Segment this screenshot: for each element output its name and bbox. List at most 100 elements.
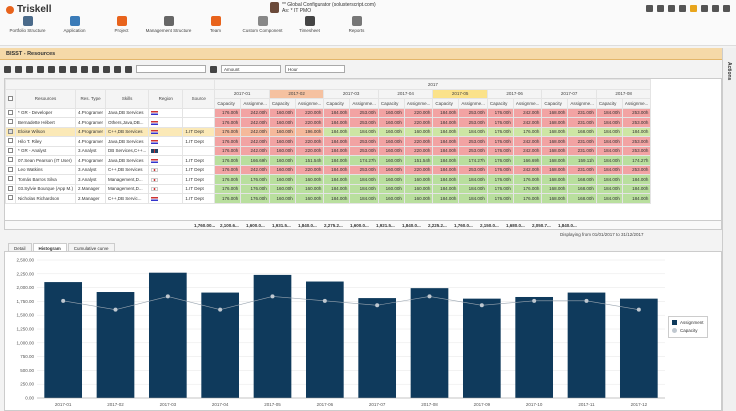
hours-cell[interactable]: 168.00h [541,145,569,156]
hours-cell[interactable]: 184.00h [595,136,623,147]
hours-cell[interactable]: 253.00h [458,117,488,128]
hours-cell[interactable]: 184.00h [323,193,351,204]
hours-cell[interactable]: 184.00h [595,174,623,185]
table-icon[interactable] [37,65,44,73]
row-checkbox[interactable] [5,155,16,166]
col-resources[interactable]: Resources [14,88,77,109]
hours-cell[interactable]: 160.00h [403,126,434,137]
notification-icon[interactable] [690,5,697,12]
hours-cell[interactable]: 184.00h [323,126,351,137]
hours-cell[interactable]: 160.00h [377,145,405,156]
hours-cell[interactable]: 253.00h [349,145,379,156]
delete-icon[interactable] [15,65,22,73]
nav-item-application[interactable]: Application [51,16,98,44]
export-icon[interactable] [92,65,99,73]
hours-cell[interactable]: 176.00h [486,107,514,118]
hours-cell[interactable]: 160.00h [403,183,434,194]
hours-cell[interactable]: 220.00h [294,145,325,156]
hours-cell[interactable]: 168.00h [541,164,569,175]
hours-cell[interactable]: 176.00h [486,193,514,204]
hours-cell[interactable]: 253.00h [621,117,652,128]
hours-cell[interactable]: 160.00h [294,183,325,194]
hours-cell[interactable]: 176.00h [240,193,270,204]
hours-cell[interactable]: 160.00h [268,193,296,204]
hours-cell[interactable]: 184.00h [595,117,623,128]
hours-cell[interactable]: 176.00h [486,117,514,128]
table-row[interactable]: * GR - Developer 4.Programer Java,DB Servi… [5,107,652,118]
hours-cell[interactable]: 184.00h [349,193,379,204]
row-checkbox[interactable] [5,183,16,194]
hours-cell[interactable]: 184.00h [432,117,460,128]
hours-cell[interactable]: 220.00h [403,136,434,147]
select-all-checkbox[interactable] [5,88,16,109]
col-skills[interactable]: Skills [105,88,150,109]
hours-cell[interactable]: 196.00h [294,126,325,137]
hours-cell[interactable]: 184.00h [432,174,460,185]
hours-cell[interactable]: 242.00h [240,126,270,137]
hours-cell[interactable]: 176.00h [214,145,242,156]
hours-cell[interactable]: 184.00h [595,183,623,194]
hours-cell[interactable]: 184.00h [458,183,488,194]
hours-cell[interactable]: 176.00h [486,155,514,166]
hours-cell[interactable]: 176.00h [214,183,242,194]
hours-cell[interactable]: 184.00h [458,174,488,185]
hours-cell[interactable]: 231.00h [567,107,597,118]
hours-cell[interactable]: 184.00h [595,193,623,204]
table-row[interactable]: Nicholas Richardson 2.Manager C++,DB Servi… [5,193,652,204]
month-header[interactable]: 2017-02 [268,88,325,99]
hours-cell[interactable]: 176.00h [512,126,543,137]
hours-cell[interactable]: 168.00h [541,174,569,185]
hours-cell[interactable]: 184.00h [432,164,460,175]
hours-cell[interactable]: 166.69h [240,155,270,166]
hours-cell[interactable]: 184.00h [621,193,652,204]
nav-item-portfolio[interactable]: Portfolio Structure [4,16,51,44]
hours-cell[interactable]: 184.00h [458,126,488,137]
hours-cell[interactable]: 176.00h [214,155,242,166]
nav-item-team[interactable]: Team [192,16,239,44]
hours-cell[interactable]: 253.00h [349,164,379,175]
hours-cell[interactable]: 220.00h [294,107,325,118]
hours-cell[interactable]: 231.00h [567,145,597,156]
hours-cell[interactable]: 184.00h [349,126,379,137]
arrow-right-icon[interactable] [81,65,88,73]
hours-cell[interactable]: 184.00h [621,174,652,185]
hours-cell[interactable]: 242.00h [512,136,543,147]
hours-cell[interactable]: 242.00h [240,136,270,147]
help-icon[interactable] [712,5,719,12]
hours-cell[interactable]: 184.00h [432,155,460,166]
hours-cell[interactable]: 168.00h [541,155,569,166]
hours-cell[interactable]: 231.00h [567,136,597,147]
hours-cell[interactable]: 231.00h [567,117,597,128]
document-icon[interactable] [70,65,77,73]
hours-cell[interactable]: 242.00h [240,107,270,118]
print-icon[interactable] [657,5,664,12]
chart-line-icon[interactable] [26,65,33,73]
nav-item-reports[interactable]: Reports [333,16,380,44]
table-row[interactable]: Leo Watkins 3.Analyst C++,DB Services 1.IT … [5,164,652,175]
hours-cell[interactable]: 160.00h [268,136,296,147]
hours-cell[interactable]: 176.00h [486,126,514,137]
hours-cell[interactable]: 160.00h [377,126,405,137]
hours-cell[interactable]: 220.00h [403,145,434,156]
expand-icon[interactable] [125,65,132,73]
import-icon[interactable] [103,65,110,73]
month-header[interactable]: 2017-05 [432,88,488,99]
date-input[interactable] [136,65,206,73]
app-logo[interactable]: Triskell [6,4,51,15]
hours-cell[interactable]: 253.00h [458,136,488,147]
hours-cell[interactable]: 253.00h [349,136,379,147]
hours-cell[interactable]: 253.00h [349,107,379,118]
hours-cell[interactable]: 176.00h [214,174,242,185]
language-icon[interactable] [679,5,686,12]
hours-cell[interactable]: 168.00h [541,107,569,118]
hours-cell[interactable]: 160.00h [377,193,405,204]
user-info[interactable]: ** Global Configurator (solusterscript.c… [270,2,376,14]
hours-cell[interactable]: 220.00h [403,107,434,118]
hours-cell[interactable]: 176.00h [214,164,242,175]
hours-cell[interactable]: 184.00h [595,155,623,166]
hours-cell[interactable]: 184.00h [432,126,460,137]
bookmark-icon[interactable] [668,5,675,12]
table-row[interactable]: 03.Sylvie Bourque (App M.) 2.Manager Manag… [5,183,652,194]
hours-cell[interactable]: 242.00h [240,117,270,128]
nav-item-management[interactable]: Management Structure [145,16,192,44]
